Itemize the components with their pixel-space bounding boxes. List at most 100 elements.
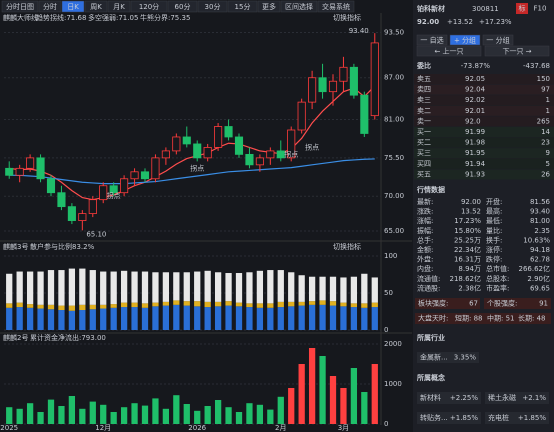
switch[interactable]: 切换指标 (333, 13, 361, 22)
chip-value[interactable]: +2.1% (522, 394, 546, 402)
stack-bar (16, 307, 23, 330)
stack-bar (110, 304, 117, 308)
candle-body (255, 157, 264, 166)
f10[interactable]: F10 (534, 5, 547, 13)
flow-bar (340, 388, 347, 424)
stack-bar (26, 307, 34, 330)
strength-box (415, 298, 480, 309)
button[interactable] (484, 45, 550, 57)
stack-bar (246, 272, 253, 304)
chip[interactable] (417, 352, 479, 363)
field-label: 最高: (486, 207, 502, 216)
tab-label[interactable]: 日K (67, 3, 79, 11)
tab[interactable] (38, 0, 62, 13)
field-label: 总市值: (486, 264, 509, 273)
order-price: 91.93 (465, 170, 485, 178)
stack-bar (131, 271, 138, 303)
stack-bar (79, 304, 86, 311)
stack-bar (152, 306, 159, 330)
chip[interactable] (485, 392, 549, 404)
candle-body (161, 150, 170, 159)
tab[interactable] (317, 0, 355, 13)
chip-value[interactable]: +1.85% (450, 414, 478, 422)
tab[interactable] (257, 0, 281, 13)
order-price: 92.01 (465, 107, 485, 115)
candle-body (57, 192, 66, 208)
chip[interactable] (485, 412, 549, 424)
x-tick-label: 2025 (0, 424, 18, 432)
tab-label[interactable]: 60分 (175, 2, 191, 11)
button-label[interactable]: 一 分组 (486, 35, 509, 44)
field-label: 跌停: (486, 255, 502, 264)
field-label: 内盘: (417, 264, 433, 273)
field-value: 13.52 (461, 208, 481, 216)
tab-label[interactable]: 15分 (235, 2, 251, 11)
stack-bar (319, 304, 326, 330)
chip-name[interactable]: 新材料 (420, 393, 441, 402)
stack-bar (68, 305, 76, 311)
stack-bar (6, 307, 13, 330)
stack-bar (131, 302, 138, 308)
tab-label[interactable]: 周K (90, 3, 102, 11)
tab[interactable] (84, 0, 108, 13)
stack-bar (256, 303, 264, 308)
tab-label[interactable]: 交易系统 (322, 2, 350, 11)
stack-bar (361, 303, 368, 308)
chip-value[interactable]: +2.25% (450, 394, 478, 402)
flow-bar (267, 409, 274, 424)
button[interactable] (482, 34, 514, 46)
stack-bar (47, 270, 55, 305)
stack-bar (162, 301, 170, 306)
stock-code: 300811 (472, 5, 499, 13)
button-label[interactable]: 下一只 → (502, 47, 531, 55)
button[interactable] (416, 45, 482, 57)
button[interactable] (449, 34, 481, 46)
row-bg (414, 84, 554, 95)
flow-bar (350, 368, 358, 424)
tab-label[interactable]: 月K (113, 3, 125, 11)
stack-bar (235, 306, 243, 330)
tag-label[interactable]: 标 (519, 4, 526, 13)
chip[interactable] (417, 392, 481, 404)
tab-label[interactable]: 分时日图 (6, 2, 34, 11)
chip-name[interactable]: 金属新... (420, 353, 448, 362)
button-label[interactable]: ← 上一只 (434, 46, 463, 55)
button[interactable] (416, 34, 448, 46)
tab-label[interactable]: 区间选择 (285, 2, 313, 11)
stack-bar (141, 271, 149, 304)
tab[interactable] (61, 0, 85, 13)
stack-bar (37, 271, 44, 305)
tab[interactable] (280, 0, 318, 13)
tab-label[interactable]: 更多 (262, 2, 276, 11)
field-value: 2.35 (534, 227, 550, 235)
stack-bar (288, 301, 295, 307)
y-tick-label: 1000 (384, 380, 402, 388)
chip-name[interactable]: 稀土永磁 (488, 393, 516, 402)
tab[interactable] (1, 0, 39, 13)
tab[interactable] (167, 0, 198, 13)
tab-label[interactable]: 30分 (205, 2, 221, 11)
tab[interactable] (197, 0, 228, 13)
tab[interactable] (130, 0, 168, 13)
tag[interactable] (516, 3, 528, 14)
chip-name[interactable]: 充电桩 (488, 413, 509, 422)
tab[interactable] (107, 0, 131, 13)
tab-label[interactable]: 分时 (43, 2, 57, 11)
chip-name[interactable]: 转贴务... (420, 413, 448, 422)
chip-value[interactable]: +1.85% (518, 414, 546, 422)
candle-body (287, 129, 296, 159)
flow-bar (371, 364, 378, 424)
button-label[interactable]: 一 自选 (420, 35, 443, 44)
button-label[interactable]: + 分组 (454, 35, 476, 44)
chip[interactable] (417, 412, 481, 424)
tab[interactable] (227, 0, 258, 13)
stack-bar (173, 272, 180, 301)
field-value: 266.62亿 (519, 264, 551, 273)
stack-bar (371, 277, 378, 303)
field-value: 2.38亿 (458, 283, 481, 292)
switch[interactable]: 切换指标 (333, 242, 361, 251)
order-side: 卖三 (417, 96, 431, 104)
chip-value[interactable]: 3.35% (454, 354, 477, 362)
flow-bar (361, 392, 368, 424)
tab-label[interactable]: 120分 (139, 2, 159, 11)
